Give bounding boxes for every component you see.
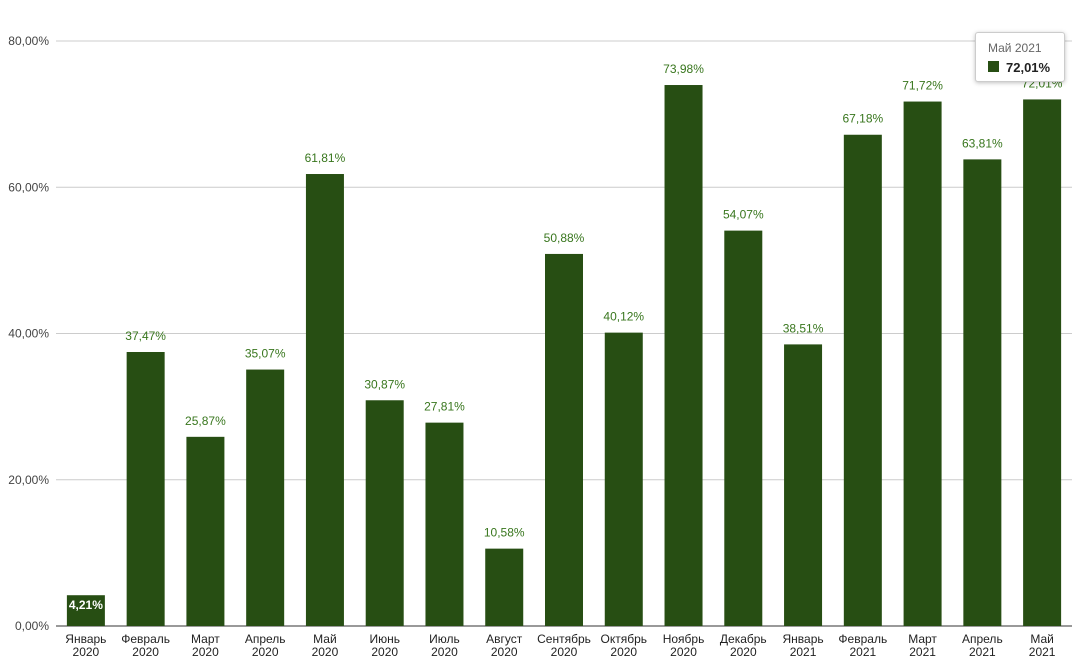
x-tick-label-month: Сентябрь [537,632,591,646]
bar [66,595,105,626]
data-label: 35,07% [245,347,286,361]
x-tick-label-month: Апрель [962,632,1003,646]
bar [305,174,344,626]
tooltip-title: Май 2021 [988,41,1042,55]
data-label: 10,58% [484,526,525,540]
x-tick-label-month: Июнь [369,632,400,646]
y-tick-label: 80,00% [8,34,49,48]
x-tick-label-year: 2021 [790,645,817,659]
x-tick-label-year: 2021 [849,645,876,659]
x-tick-label-year: 2020 [132,645,159,659]
bar [784,344,823,626]
tooltip-color-swatch [988,61,999,72]
bar [246,369,285,626]
x-tick-label-month: Май [313,632,337,646]
x-tick-label-month: Февраль [121,632,170,646]
bar [425,422,464,626]
x-tick-label-year: 2020 [252,645,279,659]
data-label: 38,51% [783,321,824,335]
x-tick-label-year: 2020 [551,645,578,659]
y-tick-label: 20,00% [8,473,49,487]
x-tick-label-month: Январь [65,632,106,646]
data-label: 50,88% [544,231,585,245]
x-tick-label-month: Декабрь [720,632,767,646]
data-label: 30,87% [364,377,405,391]
data-label: 71,72% [902,79,943,93]
bar [126,352,165,626]
x-tick-label-month: Апрель [245,632,286,646]
data-label: 73,98% [663,62,704,76]
y-tick-label: 40,00% [8,327,49,341]
bar [604,332,643,626]
x-tick-label-month: Июль [429,632,460,646]
data-label: 63,81% [962,136,1003,150]
x-tick-label-month: Март [908,632,937,646]
data-label: 27,81% [424,400,465,414]
bar [843,134,882,626]
bar [1023,99,1062,626]
x-tick-label-year: 2021 [1029,645,1056,659]
bar [485,548,524,626]
x-tick-label-year: 2020 [192,645,219,659]
x-tick-label-year: 2020 [431,645,458,659]
x-tick-label-year: 2020 [371,645,398,659]
bar [545,253,583,626]
data-label: 54,07% [723,208,764,222]
y-tick-label: 60,00% [8,180,49,194]
x-tick-label-month: Август [486,632,523,646]
data-label: 67,18% [842,112,883,126]
data-label: 25,87% [185,414,226,428]
x-tick-label-month: Ноябрь [663,632,705,646]
data-label: 40,12% [603,310,644,324]
x-tick-label-year: 2020 [730,645,757,659]
x-tick-label-year: 2021 [909,645,936,659]
x-tick-label-month: Март [191,632,220,646]
data-label: 4,21% [69,598,103,612]
x-tick-label-year: 2021 [969,645,996,659]
bar [963,159,1002,626]
data-label: 61,81% [305,151,346,165]
tooltip-value: 72,01% [1006,60,1051,75]
y-tick-label: 0,00% [15,619,49,633]
x-tick-label-month: Январь [782,632,823,646]
bar [186,436,225,626]
x-tick-label-year: 2020 [610,645,637,659]
x-tick-label-year: 2020 [491,645,518,659]
bar [664,85,703,627]
bar [903,101,942,627]
x-tick-label-month: Май [1030,632,1054,646]
x-tick-label-month: Февраль [838,632,887,646]
x-tick-label-year: 2020 [73,645,100,659]
hover-tooltip: Май 2021 72,01% [975,32,1065,82]
bar [724,230,763,626]
x-tick-label-year: 2020 [670,645,697,659]
bar [365,400,404,626]
data-label: 37,47% [125,329,166,343]
x-tick-label-year: 2020 [312,645,339,659]
x-tick-label-month: Октябрь [601,632,648,646]
